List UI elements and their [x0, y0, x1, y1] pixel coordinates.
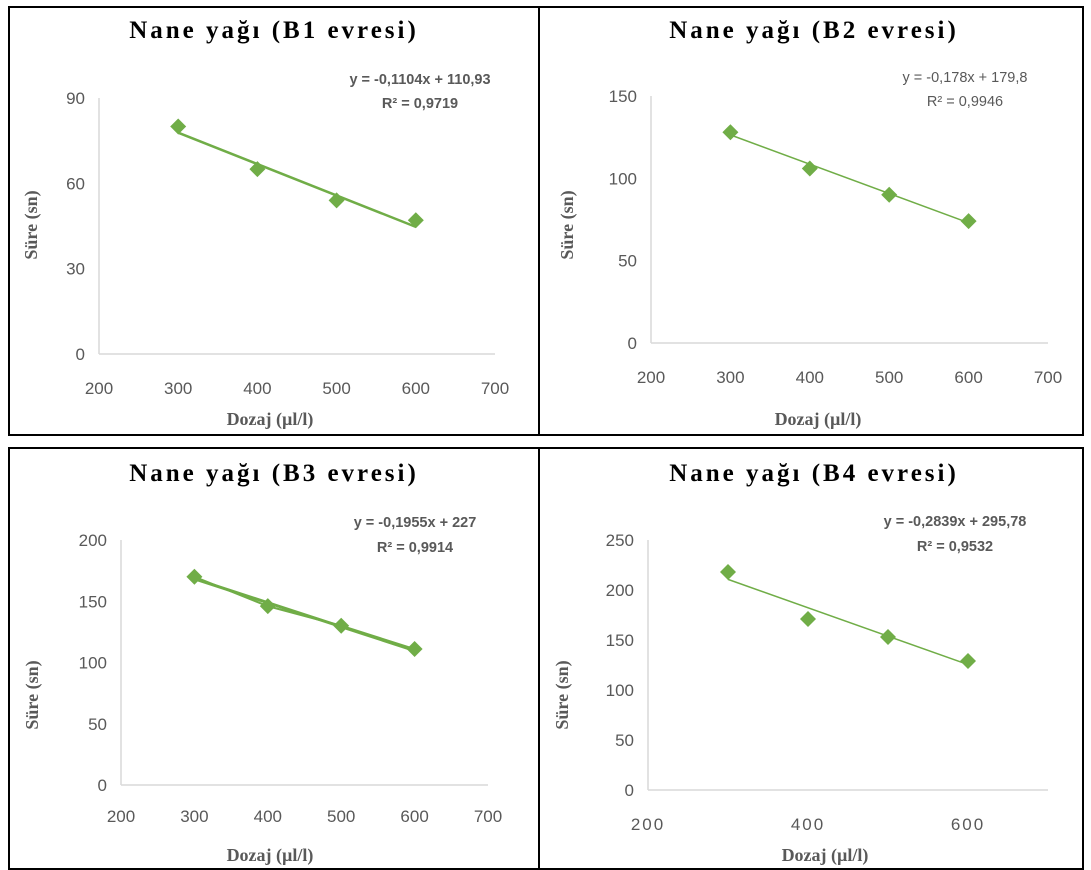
- data-point: [720, 564, 736, 580]
- y-tick-label: 50: [88, 715, 107, 734]
- y-axis-label: Süre (sn): [22, 660, 43, 729]
- x-tick-label: 400: [243, 379, 271, 398]
- x-axis-label: Dozaj (µl/l): [227, 409, 314, 430]
- data-point: [880, 629, 896, 645]
- data-point: [407, 212, 424, 229]
- y-axis-label: Süre (sn): [21, 190, 42, 259]
- y-tick-label: 150: [606, 631, 634, 650]
- x-tick-label: 300: [164, 379, 192, 398]
- trendline: [177, 131, 417, 229]
- trendline: [727, 578, 969, 666]
- series-line: [194, 575, 415, 650]
- r-squared-label: R² = 0,9532: [917, 539, 993, 555]
- data-point: [960, 653, 976, 669]
- y-tick-label: 60: [66, 174, 85, 193]
- trendline-equation: y = -0,1104x + 110,93: [349, 72, 490, 88]
- x-tick-label: 200: [107, 807, 135, 826]
- x-tick-label: 700: [1034, 368, 1062, 387]
- x-tick-label: 500: [327, 807, 355, 826]
- x-axis-label: Dozaj (µl/l): [227, 845, 314, 866]
- r-squared-label: R² = 0,9719: [382, 96, 458, 112]
- chart-panel-b4: [538, 447, 1084, 870]
- data-point: [881, 186, 898, 203]
- chart-panel-b2: [538, 6, 1084, 436]
- x-tick-label: 200: [85, 379, 113, 398]
- chart-panel-b3: [8, 447, 540, 870]
- x-tick-label: 600: [951, 815, 985, 834]
- trendline: [730, 134, 969, 224]
- x-tick-label: 300: [180, 807, 208, 826]
- y-tick-label: 0: [628, 334, 637, 353]
- y-tick-label: 90: [66, 89, 85, 108]
- y-tick-label: 250: [606, 531, 634, 550]
- x-tick-label: 200: [631, 815, 665, 834]
- x-tick-label: 600: [402, 379, 430, 398]
- data-point: [801, 160, 818, 177]
- data-point: [406, 641, 423, 658]
- x-axis-label: Dozaj (µl/l): [775, 409, 862, 430]
- y-tick-label: 0: [98, 776, 107, 795]
- data-point: [328, 192, 345, 209]
- data-point: [722, 124, 739, 141]
- x-tick-label: 600: [954, 368, 982, 387]
- r-squared-label: R² = 0,9946: [927, 94, 1003, 110]
- data-point: [800, 611, 816, 627]
- data-point: [960, 213, 977, 230]
- y-tick-label: 150: [609, 87, 637, 106]
- chart-title: Nane yağı (B1 evresi): [129, 17, 419, 44]
- y-tick-label: 150: [79, 592, 107, 611]
- data-point: [333, 617, 350, 634]
- chart-title: Nane yağı (B2 evresi): [669, 17, 959, 44]
- x-tick-label: 300: [716, 368, 744, 387]
- y-axis-label: Süre (sn): [552, 660, 573, 729]
- y-tick-label: 100: [79, 654, 107, 673]
- y-tick-label: 30: [66, 260, 85, 279]
- y-tick-label: 100: [609, 169, 637, 188]
- y-tick-label: 0: [625, 781, 634, 800]
- x-tick-label: 500: [875, 368, 903, 387]
- chart-title: Nane yağı (B4 evresi): [669, 460, 959, 487]
- x-tick-label: 200: [637, 368, 665, 387]
- x-axis-label: Dozaj (µl/l): [782, 845, 869, 866]
- x-tick-label: 700: [474, 807, 502, 826]
- y-axis-label: Süre (sn): [557, 190, 578, 259]
- chart-panel-b1: [8, 6, 540, 436]
- y-tick-label: 0: [76, 345, 85, 364]
- trendline-equation: y = -0,1955x + 227: [354, 515, 477, 531]
- chart-title: Nane yağı (B3 evresi): [129, 460, 419, 487]
- y-tick-label: 200: [79, 531, 107, 550]
- x-tick-label: 600: [400, 807, 428, 826]
- trendline-equation: y = -0,178x + 179,8: [903, 70, 1028, 86]
- data-point: [259, 598, 276, 615]
- y-tick-label: 50: [618, 252, 637, 271]
- data-point: [186, 568, 203, 585]
- x-tick-label: 400: [254, 807, 282, 826]
- x-tick-label: 400: [791, 815, 825, 834]
- data-point: [249, 161, 266, 178]
- data-point: [170, 118, 187, 135]
- x-tick-label: 400: [796, 368, 824, 387]
- x-tick-label: 500: [322, 379, 350, 398]
- trendline-equation: y = -0,2839x + 295,78: [884, 514, 1027, 530]
- y-tick-label: 50: [615, 731, 634, 750]
- y-tick-label: 100: [606, 681, 634, 700]
- y-tick-label: 200: [606, 581, 634, 600]
- x-tick-label: 700: [481, 379, 509, 398]
- r-squared-label: R² = 0,9914: [377, 540, 453, 556]
